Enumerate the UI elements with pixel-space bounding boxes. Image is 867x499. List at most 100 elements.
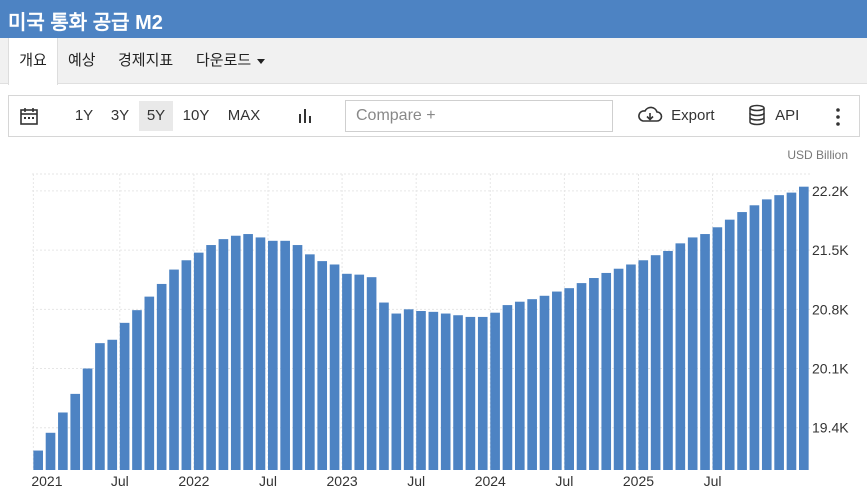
bar[interactable]	[230, 235, 241, 470]
bar[interactable]	[354, 274, 365, 470]
bar[interactable]	[761, 199, 772, 470]
y-tick-label: 20.1K	[812, 361, 849, 377]
x-tick-label: 2021	[31, 473, 62, 489]
bar[interactable]	[700, 234, 710, 470]
bar[interactable]	[119, 322, 130, 470]
bar[interactable]	[663, 250, 673, 470]
tab-overview[interactable]: 개요	[8, 38, 58, 85]
bar[interactable]	[379, 302, 389, 470]
x-tick-label: Jul	[259, 473, 277, 489]
bar[interactable]	[144, 296, 155, 470]
bar[interactable]	[650, 255, 661, 470]
tab-download[interactable]: 다운로드	[196, 38, 266, 84]
tab-download-label: 다운로드	[196, 52, 252, 69]
x-tick-label: 2022	[178, 473, 209, 489]
bar[interactable]	[490, 312, 500, 470]
chart-toolbar: 1Y 3Y 5Y 10Y MAX Export API	[8, 95, 860, 137]
bar[interactable]	[539, 295, 550, 470]
bar[interactable]	[552, 291, 562, 470]
bar[interactable]	[342, 273, 352, 470]
calendar-icon[interactable]	[19, 96, 43, 136]
bar[interactable]	[305, 254, 315, 470]
export-button[interactable]: Export	[637, 96, 721, 136]
bar[interactable]	[477, 316, 488, 470]
bar[interactable]	[280, 240, 290, 470]
bar[interactable]	[440, 313, 451, 470]
y-tick-label: 22.2K	[812, 183, 849, 199]
bar[interactable]	[243, 234, 253, 470]
compare-input[interactable]	[345, 100, 613, 132]
bar[interactable]	[527, 299, 537, 470]
y-tick-label: 20.8K	[812, 301, 849, 317]
bar[interactable]	[514, 301, 525, 470]
range-1y-button[interactable]: 1Y	[74, 107, 94, 124]
bar[interactable]	[255, 237, 266, 470]
bar[interactable]	[601, 272, 612, 470]
bar[interactable]	[206, 245, 216, 470]
bar[interactable]	[70, 393, 81, 470]
api-label: API	[775, 107, 800, 124]
bar[interactable]	[33, 450, 43, 470]
unit-label: USD Billion	[787, 148, 848, 162]
range-3y-button[interactable]: 3Y	[110, 107, 130, 124]
bar[interactable]	[82, 368, 93, 470]
bar[interactable]	[675, 243, 686, 470]
bar[interactable]	[218, 239, 229, 470]
bar[interactable]	[45, 432, 56, 470]
bar[interactable]	[317, 261, 328, 470]
bar[interactable]	[613, 268, 624, 470]
bar[interactable]	[132, 310, 142, 470]
bar[interactable]	[366, 277, 377, 470]
x-tick-label: Jul	[704, 473, 722, 489]
range-5y-button[interactable]: 5Y	[139, 101, 173, 131]
bar[interactable]	[626, 264, 636, 470]
bar[interactable]	[453, 315, 463, 470]
api-button[interactable]: API	[747, 96, 807, 136]
tab-bar: 개요 예상 경제지표 다운로드	[0, 38, 867, 85]
bar[interactable]	[638, 260, 649, 470]
x-tick-label: 2025	[623, 473, 654, 489]
bar[interactable]	[687, 237, 698, 470]
bar[interactable]	[391, 313, 402, 470]
y-tick-label: 21.5K	[812, 242, 849, 258]
x-tick-label: Jul	[555, 473, 573, 489]
bar[interactable]	[737, 212, 747, 471]
bar[interactable]	[58, 412, 68, 470]
y-tick-label: 19.4K	[812, 420, 849, 436]
cloud-download-icon	[638, 106, 663, 122]
x-tick-label: Jul	[407, 473, 425, 489]
bar[interactable]	[193, 252, 204, 470]
bar[interactable]	[564, 288, 575, 470]
bar[interactable]	[181, 260, 192, 470]
range-max-button[interactable]: MAX	[227, 107, 261, 124]
bar[interactable]	[589, 278, 599, 470]
bar[interactable]	[403, 309, 414, 470]
chart-type-icon[interactable]	[295, 96, 319, 136]
bar[interactable]	[169, 269, 179, 470]
x-tick-label: 2023	[327, 473, 358, 489]
bar[interactable]	[749, 205, 760, 470]
bar[interactable]	[465, 316, 476, 470]
bar[interactable]	[329, 264, 340, 470]
bar[interactable]	[267, 240, 278, 470]
bar[interactable]	[799, 186, 809, 470]
bar[interactable]	[786, 192, 797, 470]
bar[interactable]	[712, 227, 723, 470]
tab-forecast[interactable]: 예상	[68, 52, 96, 69]
bar[interactable]	[95, 343, 105, 470]
bar[interactable]	[576, 283, 587, 470]
chart-area: 19.4K 20.1K 20.8K 21.5K 22.2K 2021 Jul 2022 Jul…	[0, 140, 867, 494]
tab-indicators[interactable]: 경제지표	[118, 52, 174, 69]
bar[interactable]	[416, 311, 426, 470]
bar[interactable]	[292, 245, 303, 470]
bar[interactable]	[724, 219, 735, 470]
bar[interactable]	[502, 305, 513, 470]
range-10y-button[interactable]: 10Y	[182, 107, 210, 124]
more-options-icon[interactable]	[835, 96, 847, 136]
bar[interactable]	[428, 311, 439, 470]
bar[interactable]	[107, 339, 118, 470]
x-tick-label: Jul	[111, 473, 129, 489]
x-tick-label: 2024	[475, 473, 506, 489]
bar[interactable]	[774, 195, 784, 470]
bar[interactable]	[156, 283, 167, 470]
